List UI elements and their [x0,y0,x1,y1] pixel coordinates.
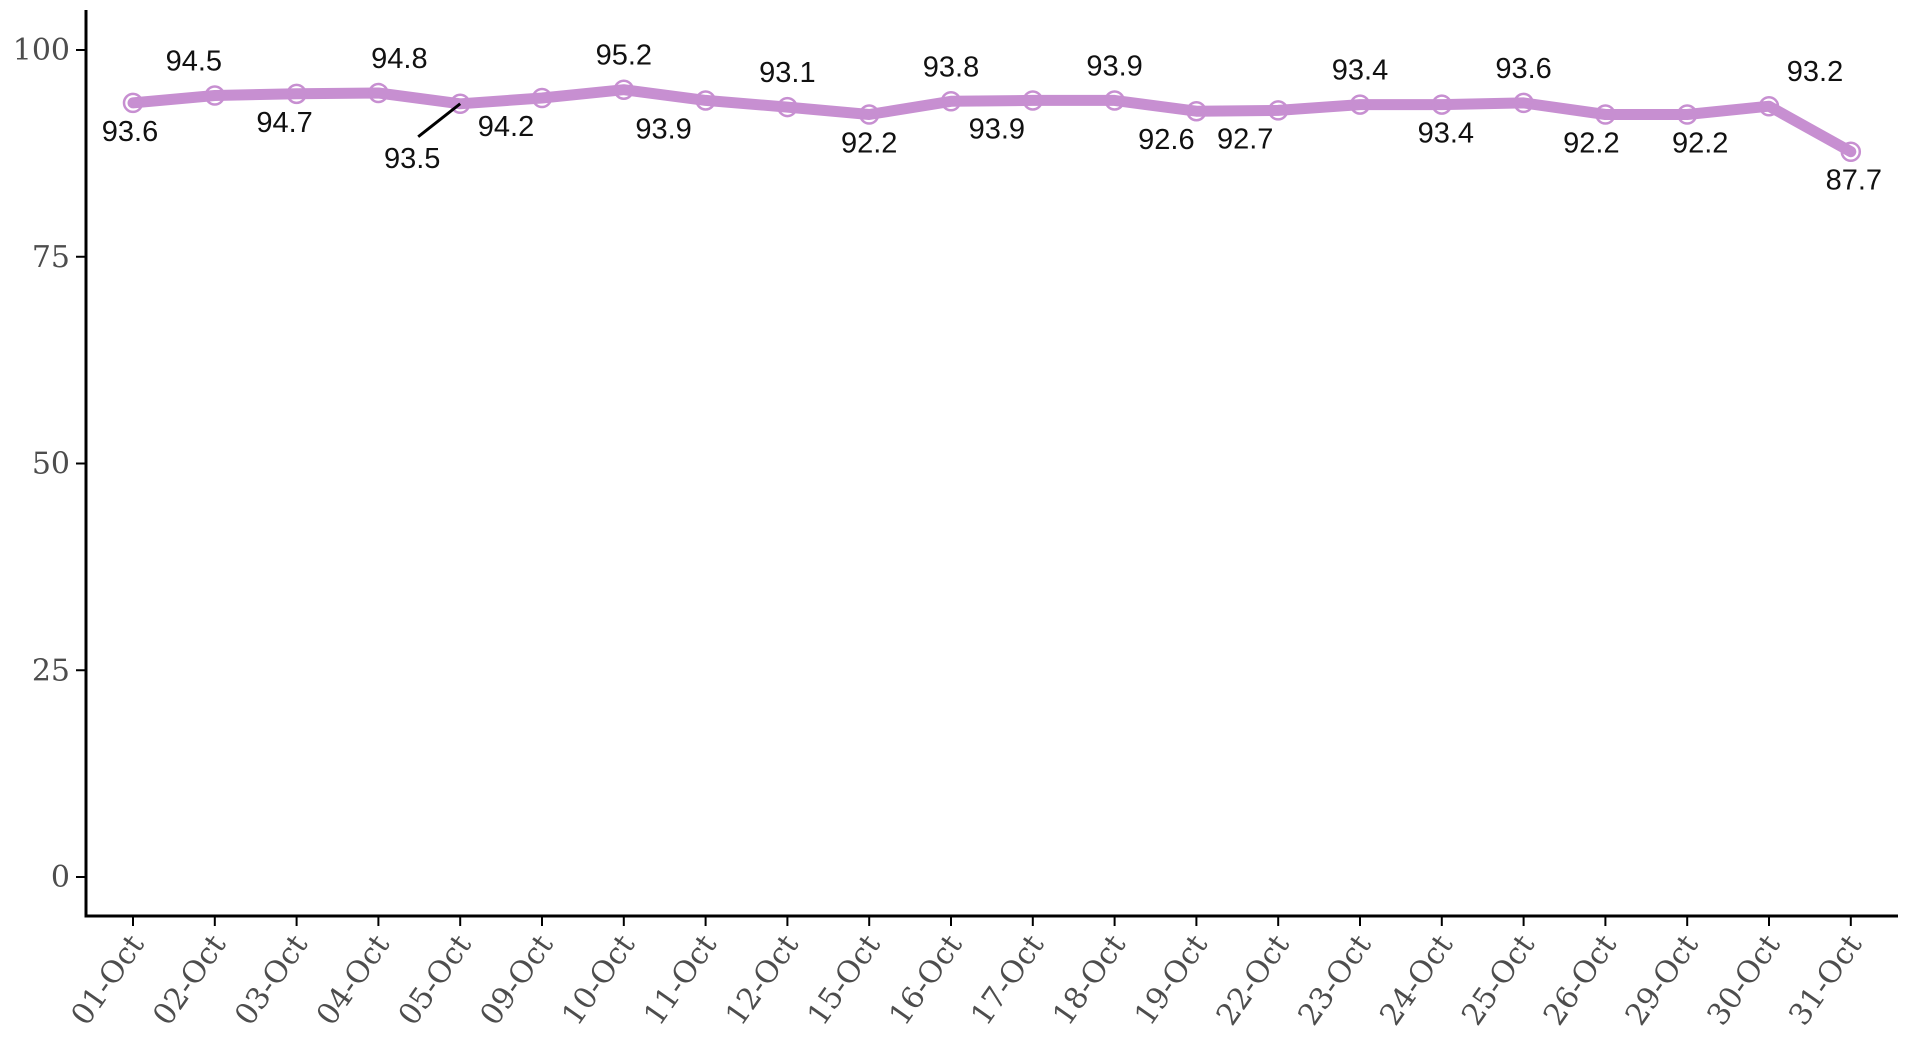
data-label: 93.4 [1418,118,1474,150]
data-label: 93.6 [1495,53,1551,85]
x-tick-label: 18-Oct [1046,929,1133,1032]
data-point [204,85,226,106]
x-tick-label: 05-Oct [392,929,479,1032]
data-point [122,92,144,114]
x-tick-label: 02-Oct [146,929,233,1032]
data-point [1431,94,1453,115]
data-point [368,82,389,104]
data-label: 94.8 [371,43,427,75]
data-label: 92.2 [1563,128,1619,160]
data-label: 93.9 [1086,50,1142,82]
x-tick-label: 12-Oct [719,929,806,1032]
data-label: 93.9 [635,113,691,145]
x-tick-label: 29-Oct [1619,929,1706,1032]
x-tick-label: 31-Oct [1782,929,1869,1032]
data-point [1186,100,1207,122]
data-point [449,93,471,115]
x-tick-label: 19-Oct [1128,929,1215,1032]
data-label: 92.6 [1138,124,1194,156]
data-label: 92.7 [1217,123,1273,155]
data-label: 93.6 [102,116,158,148]
x-tick-label: 24-Oct [1373,929,1460,1032]
data-point [695,90,716,111]
data-point [613,79,635,100]
data-point [1840,141,1862,162]
data-point [1513,92,1534,114]
x-tick-label: 11-Oct [637,929,724,1032]
leader-line [417,102,462,138]
data-label: 92.2 [1672,128,1728,160]
data-label: 93.2 [1787,56,1843,88]
data-point [1595,104,1616,125]
y-axis: 0 25 50 75 100 [13,10,88,916]
data-point [531,87,553,109]
y-tick-label: 0 [51,860,70,895]
x-tick-label: 15-Oct [801,929,888,1032]
data-point [1676,104,1698,125]
data-label: 87.7 [1826,165,1882,197]
x-tick-label: 10-Oct [555,929,642,1032]
x-tick-label: 26-Oct [1537,929,1624,1032]
data-label: 92.2 [841,128,897,160]
x-tick-label: 30-Oct [1701,929,1788,1032]
data-point [1104,90,1125,111]
data-label: 93.4 [1332,55,1388,87]
data-point [940,91,962,112]
data-point [858,104,880,125]
x-tick-label: 17-Oct [964,929,1051,1032]
data-label: 94.5 [166,45,222,77]
data-label: 94.2 [478,111,534,143]
y-tick-label: 50 [32,447,70,482]
data-label: 93.5 [384,143,440,175]
data-point [1349,94,1371,115]
y-tick-label: 100 [13,33,70,68]
x-tick-label: 23-Oct [1292,929,1379,1032]
data-labels: 93.6 94.5 94.7 94.8 93.5 94.2 95.2 93.9 93.1 92.2… [102,40,1882,197]
data-point [777,96,798,118]
series-line [127,84,1857,158]
series [122,79,1862,162]
x-tick-label: 03-Oct [228,929,315,1032]
x-tick-label: 25-Oct [1455,929,1542,1032]
data-label: 94.7 [256,107,312,139]
data-label: 95.2 [596,40,652,72]
x-tick-label: 09-Oct [474,929,561,1032]
data-point [286,83,307,105]
y-tick-label: 75 [32,240,70,275]
x-axis: 01-Oct02-Oct03-Oct04-Oct05-Oct09-Oct10-O… [65,914,1898,1032]
data-label: 93.9 [969,113,1025,145]
data-label: 93.8 [923,51,979,83]
y-tick-label: 25 [32,653,70,688]
x-tick-label: 16-Oct [883,929,970,1032]
data-point [1267,100,1289,121]
x-tick-label: 22-Oct [1210,929,1297,1032]
x-tick-label: 04-Oct [310,929,397,1032]
x-tick-label: 01-Oct [65,929,152,1032]
data-point [1758,95,1780,117]
data-label: 93.1 [759,57,815,89]
data-point [1022,90,1044,111]
